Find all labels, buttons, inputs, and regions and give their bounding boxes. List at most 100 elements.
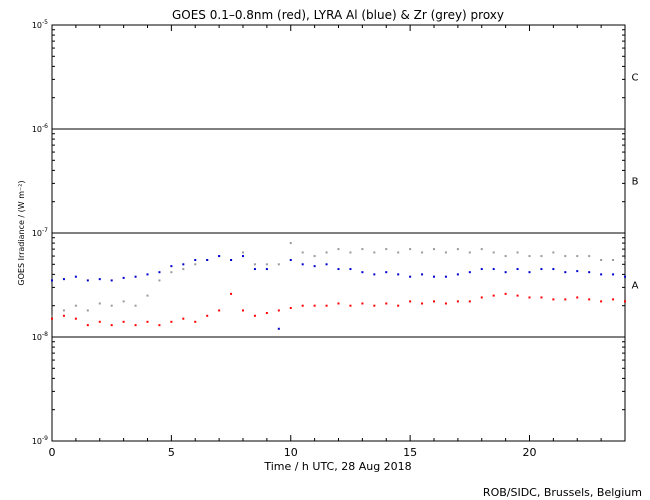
data-point [516,268,519,271]
y-tick-label: 10-5 [32,19,48,30]
data-point [480,248,483,251]
data-point [480,296,483,299]
data-point [206,314,209,317]
data-point [74,275,77,278]
data-point [218,255,221,258]
data-point [409,248,412,251]
data-point [170,265,173,268]
data-points [51,242,626,330]
data-point [540,268,543,271]
flare-class-label: C [632,72,639,83]
data-point [564,255,567,258]
data-point [253,268,256,271]
y-tick-label: 10-7 [32,227,48,238]
data-point [504,292,507,295]
data-point [110,324,113,327]
chart-title: GOES 0.1–0.8nm (red), LYRA Al (blue) & Z… [172,8,504,22]
flare-class-lines [52,128,625,338]
data-point [158,271,161,274]
data-point [313,304,316,307]
data-point [588,271,591,274]
data-point [528,271,531,274]
data-point [158,279,161,282]
data-point [468,251,471,254]
data-point [349,304,352,307]
data-point [313,265,316,268]
data-point [409,275,412,278]
data-point [170,271,173,274]
data-point [230,292,233,295]
x-tick-label: 10 [284,446,298,459]
data-point [612,259,615,262]
data-point [134,275,137,278]
x-tick-label: 15 [403,446,417,459]
data-point [122,300,125,303]
data-point [433,300,435,303]
data-point [552,268,555,271]
y-tick-label: 10-9 [32,435,48,446]
data-point [624,275,626,278]
data-point [194,320,197,323]
data-point [277,309,280,312]
data-point [277,263,280,266]
data-point [385,271,388,274]
data-point [624,300,626,303]
data-point [194,259,197,262]
x-tick-label: 0 [49,446,56,459]
data-point [146,294,149,297]
data-point [421,273,424,276]
data-point [421,251,424,254]
data-point [373,304,376,307]
data-point [552,298,555,301]
data-point [456,273,459,276]
data-point [600,273,603,276]
data-point [564,298,567,301]
data-point [313,255,316,258]
data-point [122,320,125,323]
y-axis: 10-9 10-8 10-7 10-6 10-5 [32,19,625,446]
y-tick-label: 10-8 [32,331,48,342]
data-point [122,276,125,279]
data-point [325,304,328,307]
data-point [51,314,53,317]
data-point [146,320,149,323]
data-point [409,300,412,303]
data-point [492,251,495,254]
data-point [265,263,268,266]
data-point [253,263,256,266]
data-point [301,251,304,254]
data-point [385,302,388,305]
x-tick-label: 5 [168,446,175,459]
data-point [504,255,507,258]
data-point [397,273,400,276]
data-point [277,327,280,330]
data-point [444,251,447,254]
data-point [242,251,244,254]
data-point [433,275,435,278]
data-point [373,273,376,276]
data-point [242,309,244,312]
data-point [62,278,65,281]
data-point [337,268,340,271]
data-point [325,263,328,266]
data-point [504,271,507,274]
data-point [552,251,555,254]
data-point [74,317,77,320]
data-point [98,302,101,305]
data-point [146,273,149,276]
data-point [576,255,579,258]
data-point [242,255,244,258]
data-point [540,296,543,299]
data-point [576,270,579,273]
flare-class-label: B [632,176,639,187]
data-point [170,320,173,323]
data-point [218,309,221,312]
data-point [98,278,101,281]
data-point [301,263,304,266]
data-point [361,271,364,274]
data-point [492,268,495,271]
data-point [373,251,376,254]
flare-class-labels: A B C [632,72,639,291]
data-point [337,302,340,305]
data-point [265,268,268,271]
